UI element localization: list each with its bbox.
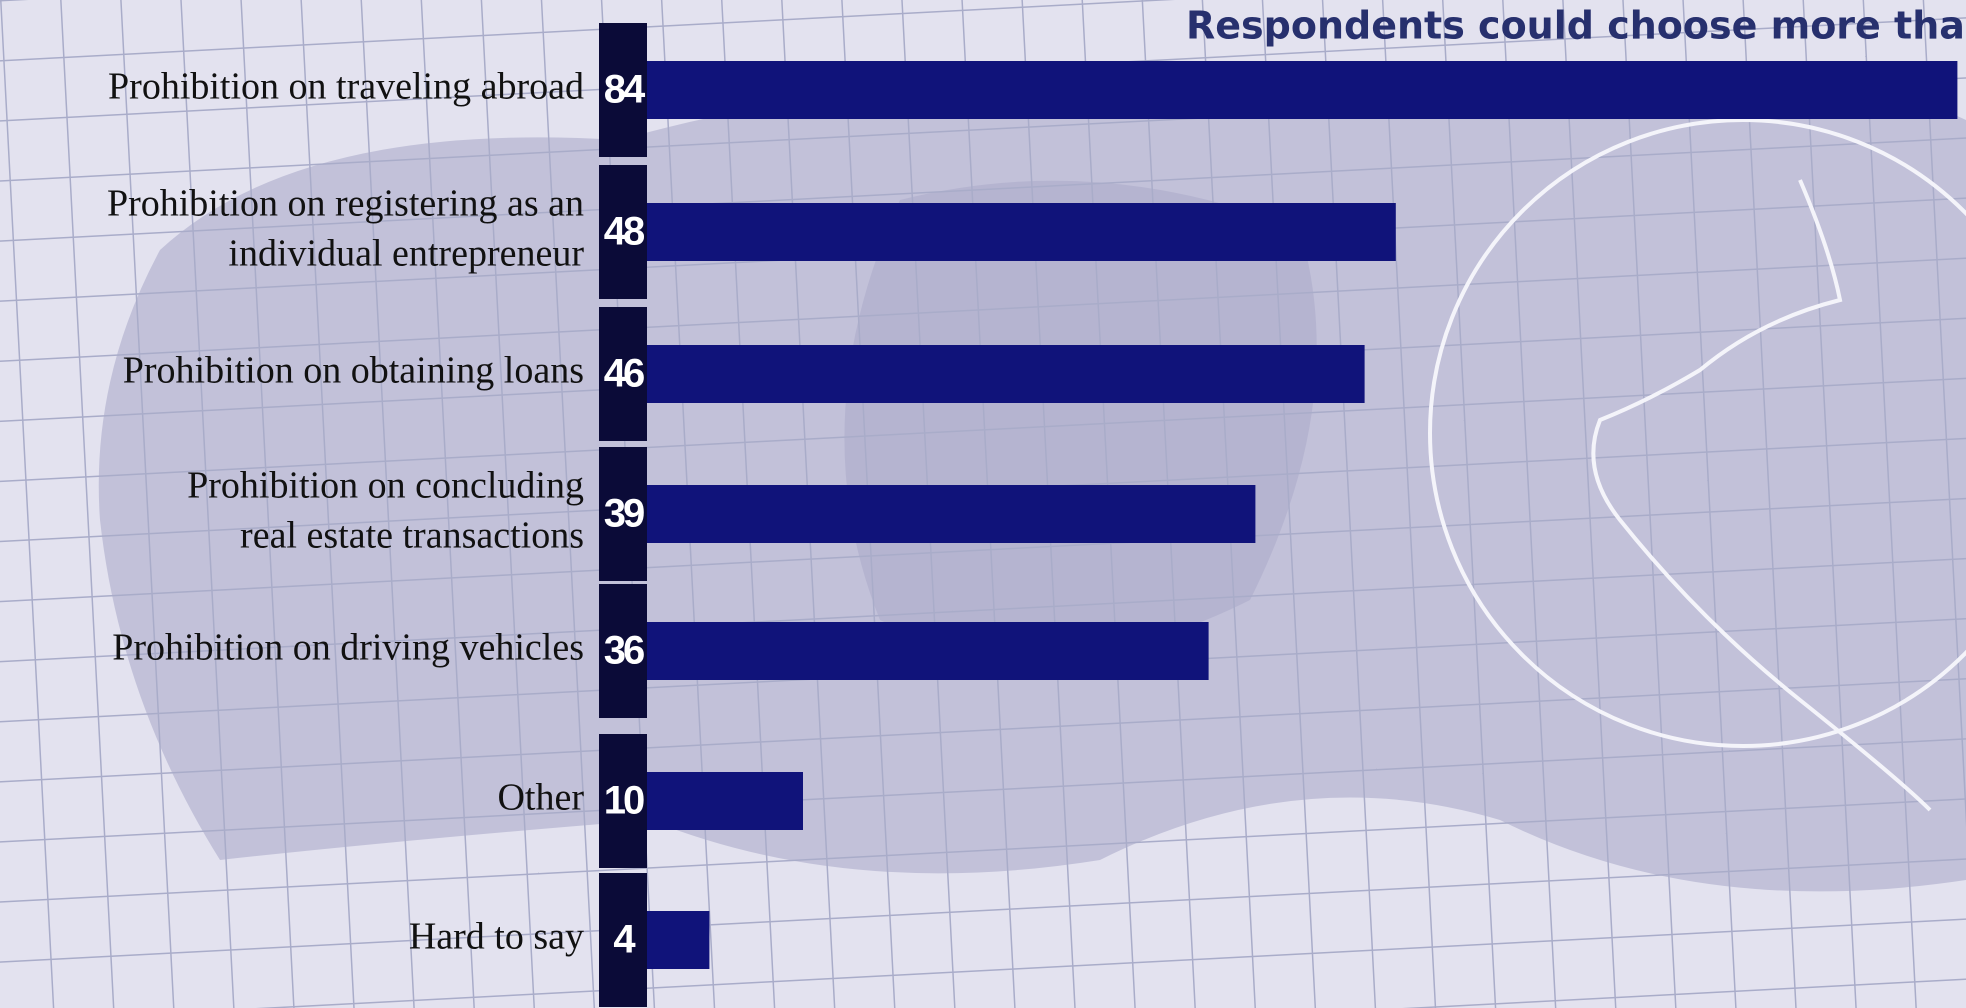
value-box xyxy=(599,447,647,581)
value-box xyxy=(599,584,647,718)
bar xyxy=(647,911,710,969)
chart-title: Respondents could choose more than on xyxy=(1186,4,1966,48)
category-label: individual entrepreneur xyxy=(228,233,584,275)
value-label: 48 xyxy=(604,210,645,254)
category-label: Prohibition on obtaining loans xyxy=(123,350,584,392)
value-box xyxy=(599,873,647,1007)
value-label: 84 xyxy=(604,68,646,112)
value-box xyxy=(599,165,647,299)
category-label: Prohibition on concluding xyxy=(187,465,584,507)
bar xyxy=(647,345,1365,403)
bar xyxy=(647,485,1256,543)
value-label: 46 xyxy=(604,352,644,396)
bar xyxy=(647,772,803,830)
value-box xyxy=(599,23,647,157)
category-label: Other xyxy=(497,777,584,819)
category-label: Prohibition on driving vehicles xyxy=(112,627,584,669)
category-label: Prohibition on traveling abroad xyxy=(108,66,584,108)
bar xyxy=(647,61,1958,119)
value-label: 39 xyxy=(604,492,644,536)
bar xyxy=(647,622,1209,680)
value-box xyxy=(599,307,647,441)
category-label: real estate transactions xyxy=(240,515,584,557)
category-label: Hard to say xyxy=(409,916,584,958)
bar xyxy=(647,203,1396,261)
value-box xyxy=(599,734,647,868)
value-label: 36 xyxy=(604,629,644,673)
value-label: 10 xyxy=(604,779,644,823)
category-label: Prohibition on registering as an xyxy=(107,183,584,225)
plot-area: 84 Prohibition on traveling abroad 48 Prohi… xyxy=(107,23,1958,1007)
